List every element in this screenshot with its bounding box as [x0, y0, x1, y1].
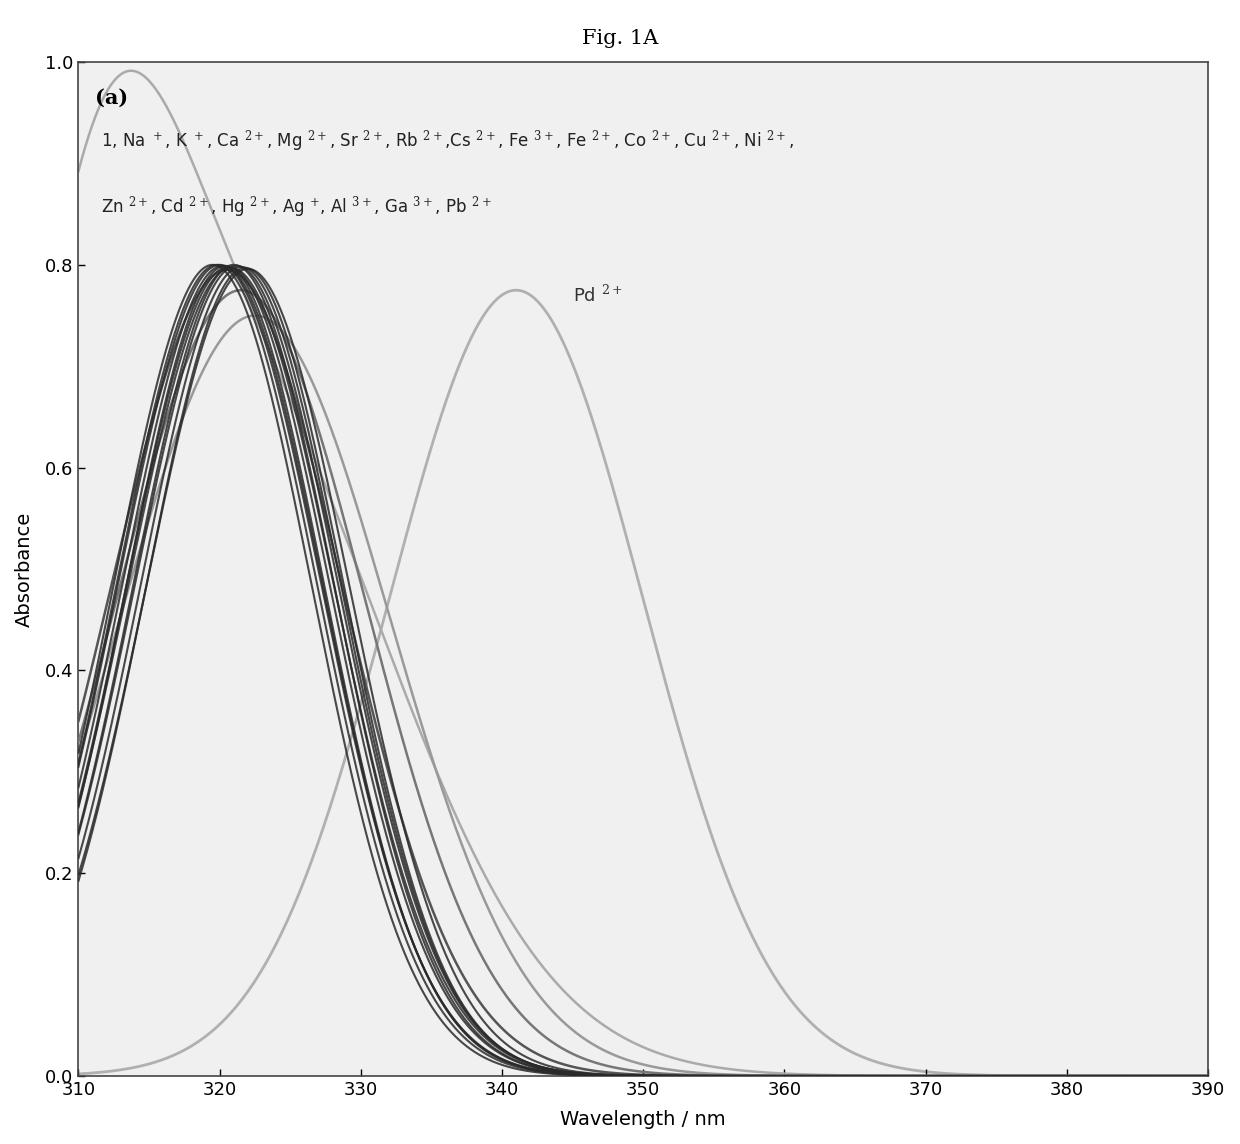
- Text: Pd $^{2+}$: Pd $^{2+}$: [573, 285, 622, 305]
- Text: (a): (a): [95, 87, 129, 108]
- Text: 1, Na $^+$, K $^+$, Ca $^{2+}$, Mg $^{2+}$, Sr $^{2+}$, Rb $^{2+}$,Cs $^{2+}$, F: 1, Na $^+$, K $^+$, Ca $^{2+}$, Mg $^{2+…: [102, 128, 794, 153]
- Y-axis label: Absorbance: Absorbance: [15, 511, 33, 627]
- Text: Zn $^{2+}$, Cd $^{2+}$, Hg $^{2+}$, Ag $^{+}$, Al $^{3+}$, Ga $^{3+}$, Pb $^{2+}: Zn $^{2+}$, Cd $^{2+}$, Hg $^{2+}$, Ag $…: [102, 193, 492, 220]
- Text: Fig. 1A: Fig. 1A: [582, 29, 658, 48]
- X-axis label: Wavelength / nm: Wavelength / nm: [560, 1110, 725, 1129]
